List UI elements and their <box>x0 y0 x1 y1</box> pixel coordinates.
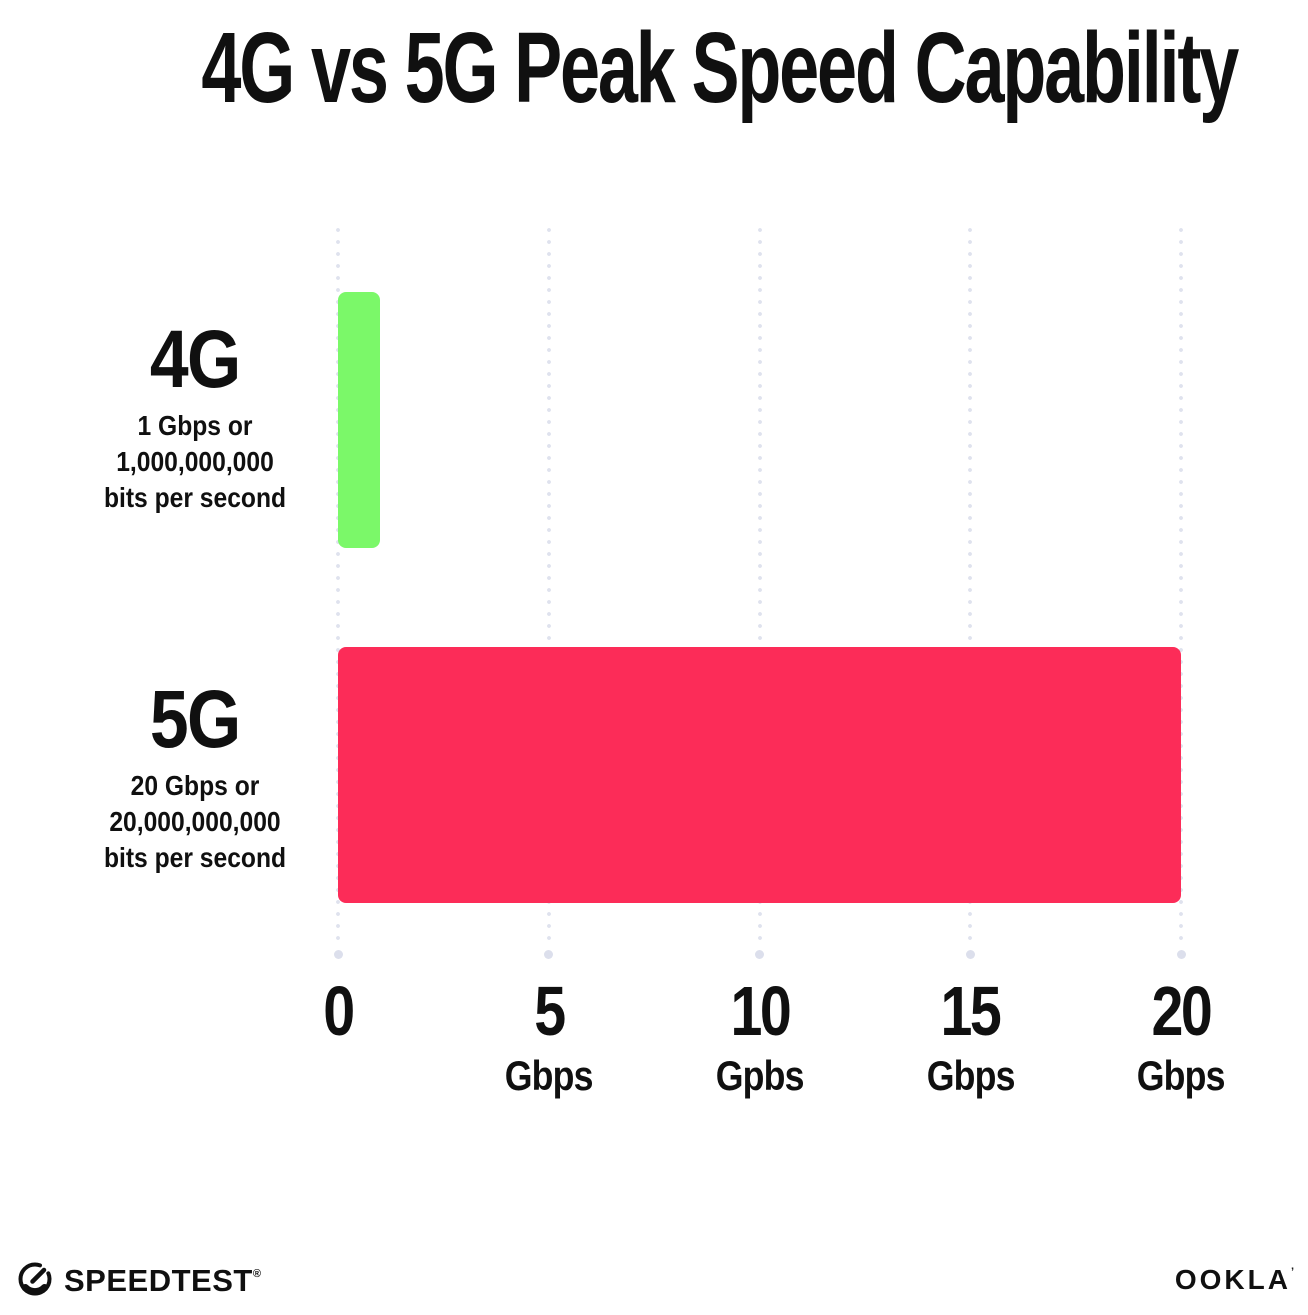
gridline-5 <box>546 224 551 946</box>
x-tick-10-value: 10 <box>730 972 791 1050</box>
x-tick-20: 20 Gbps <box>1071 976 1291 1098</box>
row-4g-desc-line2: 1,000,000,000 <box>116 446 274 477</box>
gridline-15 <box>968 224 973 946</box>
row-4g-desc-line3: bits per second <box>103 482 287 513</box>
x-tick-15-value: 15 <box>940 972 1002 1050</box>
row-5g-desc-line1: 20 Gbps or <box>130 770 260 801</box>
row-4g-name: 4G <box>150 314 241 405</box>
gridline-10 <box>757 224 762 946</box>
chart-title-text: 4G vs 5G Peak Speed Capability <box>201 12 1239 124</box>
x-tick-5-value: 5 <box>534 972 566 1050</box>
x-tick-10: 10 Gpbs <box>650 976 870 1098</box>
ookla-logo: OOKLA’ <box>1175 1256 1294 1296</box>
row-label-4g: 4G 1 Gbps or 1,000,000,000 bits per seco… <box>40 318 350 516</box>
ookla-trademark: ’ <box>1290 1266 1294 1278</box>
gridline-end-dot <box>333 950 343 959</box>
x-tick-0-value: 0 <box>323 972 355 1050</box>
chart-title: 4G vs 5G Peak Speed Capability <box>0 12 1308 124</box>
x-tick-0: 0 <box>228 976 448 1098</box>
gridline-end-dot <box>544 950 554 959</box>
ookla-wordmark: OOKLA <box>1174 1264 1291 1295</box>
gridline-20 <box>1179 224 1183 946</box>
x-tick-5: 5 Gbps <box>439 976 659 1098</box>
gridline-end-dot <box>1176 950 1186 959</box>
bar-4g <box>338 292 381 548</box>
row-4g-desc-line1: 1 Gbps or <box>137 410 253 441</box>
row-5g-name: 5G <box>150 674 241 765</box>
row-5g-desc-line3: bits per second <box>103 842 287 873</box>
speedtest-logo: SPEEDTEST® <box>15 1254 261 1301</box>
x-tick-15-unit: Gbps <box>926 1052 1015 1099</box>
row-5g-description: 20 Gbps or 20,000,000,000 bits per secon… <box>59 768 332 876</box>
gridline-end-dot <box>965 950 975 959</box>
x-tick-20-value: 20 <box>1151 972 1213 1050</box>
x-tick-20-unit: Gbps <box>1137 1052 1226 1099</box>
speedtest-gauge-icon <box>15 1258 55 1298</box>
x-tick-10-unit: Gpbs <box>715 1052 805 1099</box>
row-4g-description: 1 Gbps or 1,000,000,000 bits per second <box>59 408 332 516</box>
speedtest-wordmark: SPEEDTEST® <box>64 1263 261 1298</box>
gridline-end-dot <box>755 950 764 959</box>
row-label-5g: 5G 20 Gbps or 20,000,000,000 bits per se… <box>40 678 350 876</box>
x-tick-5-unit: Gbps <box>504 1052 594 1099</box>
bar-5g <box>338 647 1181 903</box>
gridline-0 <box>336 224 340 946</box>
row-5g-desc-line2: 20,000,000,000 <box>109 806 281 837</box>
x-tick-15: 15 Gbps <box>860 976 1080 1098</box>
speedtest-trademark: ® <box>252 1268 261 1280</box>
